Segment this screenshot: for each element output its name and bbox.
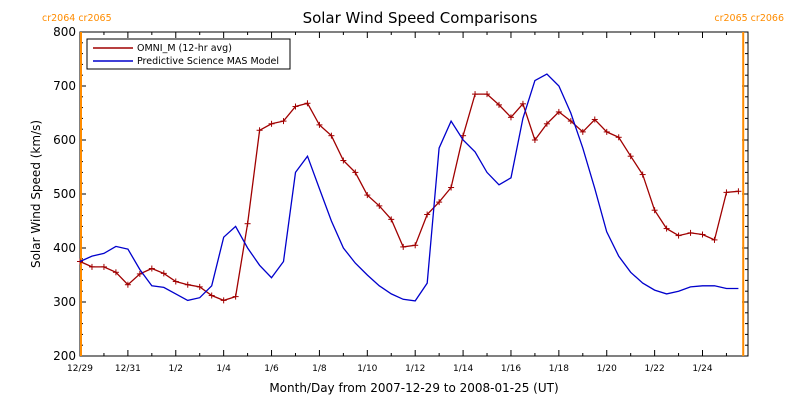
rotation-boundaries	[80, 32, 745, 356]
data-point-0	[172, 278, 179, 285]
y-tick-label: 200	[53, 349, 76, 363]
plot-frame	[79, 31, 749, 357]
series-layer	[77, 73, 742, 304]
data-point-0	[400, 243, 407, 250]
x-tick-label: 1/10	[357, 364, 377, 374]
chart-title: Solar Wind Speed Comparisons	[303, 9, 538, 27]
data-point-0	[100, 263, 107, 270]
x-tick-label: 1/6	[264, 364, 279, 374]
data-point-0	[519, 100, 526, 107]
x-tick-label: 1/2	[169, 364, 183, 374]
x-tick-label: 1/14	[453, 364, 473, 374]
x-tick-label: 1/16	[501, 364, 521, 374]
data-point-0	[256, 127, 263, 134]
x-axis-label: Month/Day from 2007-12-29 to 2008-01-25 …	[269, 381, 558, 395]
data-point-0	[232, 293, 239, 300]
y-axis: 200 300 400 500 600 700 800	[53, 25, 748, 363]
data-point-0	[531, 137, 538, 143]
y-axis-label: Solar Wind Speed (km/s)	[29, 120, 43, 268]
data-point-0	[543, 120, 550, 127]
legend-label-model: Predictive Science MAS Model	[137, 56, 279, 67]
data-point-0	[663, 225, 670, 232]
data-point-0	[148, 265, 155, 272]
data-point-0	[424, 211, 431, 218]
x-tick-label: 1/18	[549, 364, 569, 374]
data-point-0	[136, 270, 143, 277]
data-point-0	[160, 270, 167, 277]
data-point-0	[244, 220, 251, 227]
series-line-0	[79, 93, 739, 302]
data-point-0	[412, 242, 419, 249]
data-point-0	[507, 114, 514, 121]
data-point-0	[711, 236, 718, 243]
x-tick-label: 12/31	[115, 364, 141, 374]
data-point-0	[651, 207, 658, 214]
data-point-0	[675, 232, 682, 239]
data-point-0	[627, 153, 634, 160]
data-point-0	[304, 100, 311, 107]
data-point-0	[220, 297, 227, 304]
legend-box	[86, 38, 291, 70]
data-point-0	[436, 199, 443, 206]
data-point-0	[340, 157, 347, 164]
data-point-0	[196, 283, 203, 290]
x-tick-label: 1/22	[645, 364, 665, 374]
y-tick-label: 300	[53, 295, 76, 309]
data-point-0	[292, 103, 299, 110]
y-tick-label: 400	[53, 241, 76, 255]
x-tick-label: 1/8	[312, 364, 327, 374]
data-point-0	[316, 121, 323, 128]
y-tick-label: 600	[53, 133, 76, 147]
data-point-0	[184, 281, 191, 288]
data-point-0	[687, 229, 694, 236]
data-point-0	[208, 292, 215, 299]
x-tick-label: 1/20	[597, 364, 617, 374]
data-point-0	[735, 188, 742, 195]
y-tick-label: 700	[53, 79, 76, 93]
data-point-0	[124, 281, 131, 288]
data-point-0	[591, 116, 598, 123]
data-point-0	[603, 128, 610, 135]
data-point-0	[495, 101, 502, 108]
y-tick-label: 500	[53, 187, 76, 201]
data-point-0	[699, 231, 706, 238]
data-point-0	[280, 118, 287, 125]
data-point-0	[376, 202, 383, 209]
data-point-0	[615, 134, 622, 141]
data-point-0	[555, 108, 562, 115]
data-point-0	[328, 132, 335, 139]
data-point-0	[567, 118, 574, 125]
data-point-0	[484, 91, 491, 98]
rotation-label-left: cr2064 cr2065	[42, 13, 112, 24]
x-tick-label: 1/24	[692, 364, 712, 374]
data-point-0	[723, 189, 730, 196]
data-point-0	[112, 269, 119, 276]
y-tick-label: 800	[53, 25, 76, 39]
data-point-0	[579, 128, 586, 135]
legend: OMNI_M (12-hr avg) Predictive Science MA…	[86, 38, 291, 70]
rotation-label-right: cr2065 cr2066	[714, 13, 784, 24]
data-point-0	[639, 171, 646, 178]
data-point-0	[88, 263, 95, 270]
legend-label-omni: OMNI_M (12-hr avg)	[137, 43, 232, 54]
data-point-0	[352, 169, 359, 176]
data-point-0	[268, 120, 275, 127]
series-line-1	[79, 73, 739, 302]
x-axis: 12/29 12/31 1/2 1/4 1/6 1/8 1/10 1/12 1/14 1/16 1/…	[67, 32, 727, 374]
data-point-0	[388, 216, 395, 223]
x-tick-label: 1/4	[216, 364, 231, 374]
data-point-0	[364, 192, 371, 199]
data-point-0	[448, 184, 455, 191]
x-tick-label: 12/29	[67, 364, 93, 374]
x-tick-label: 1/12	[405, 364, 425, 374]
data-point-0	[472, 91, 479, 98]
